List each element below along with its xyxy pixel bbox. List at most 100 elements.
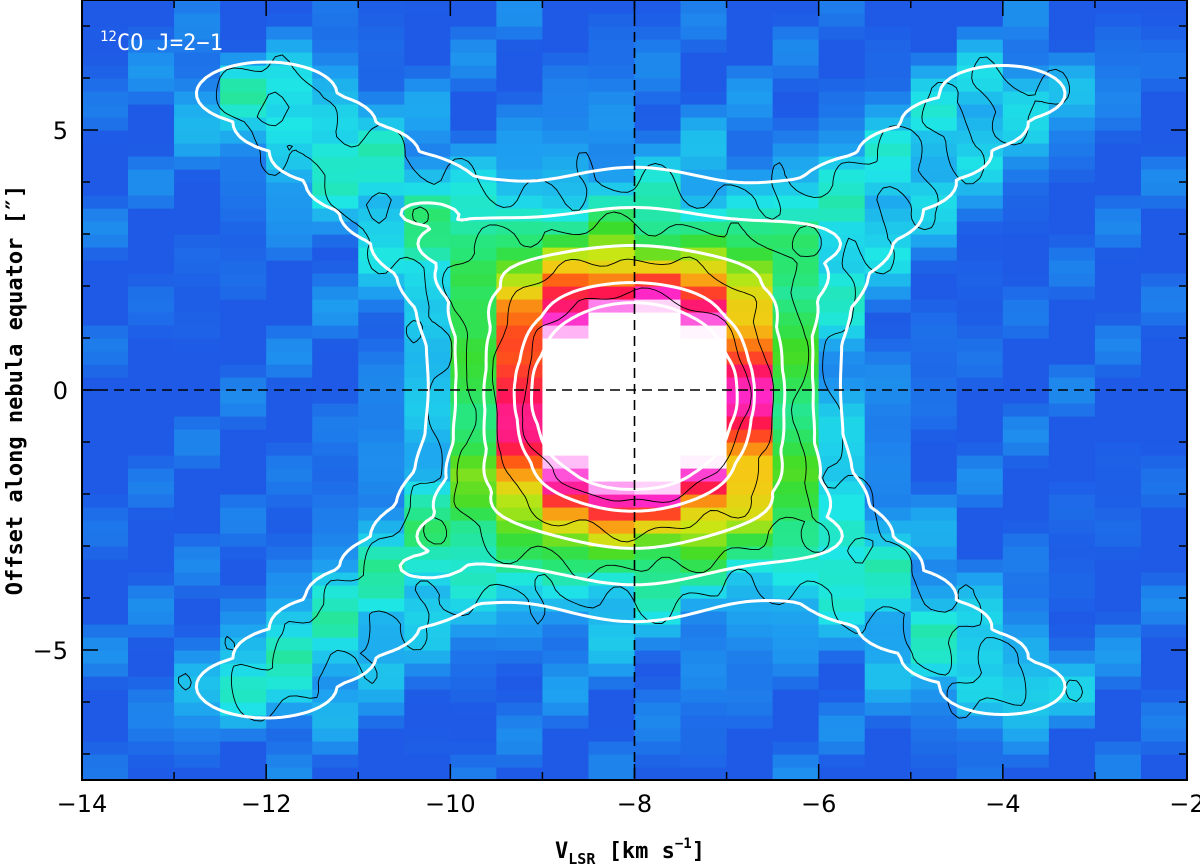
heatmap-cell	[496, 546, 544, 560]
heatmap-cell	[1002, 520, 1050, 534]
heatmap-cell	[1094, 455, 1142, 469]
heatmap-cell	[312, 208, 359, 222]
heatmap-cell	[818, 663, 866, 677]
heatmap-cell	[1048, 260, 1096, 274]
heatmap-cell	[1048, 637, 1096, 651]
heatmap-cell	[772, 130, 820, 144]
heatmap-cell	[864, 416, 912, 430]
heatmap-cell	[220, 377, 267, 391]
heatmap-cell	[818, 507, 866, 521]
heatmap-cell	[588, 403, 636, 417]
heatmap-cell	[818, 559, 866, 573]
heatmap-cell	[726, 689, 774, 703]
heatmap-cell	[634, 13, 682, 27]
heatmap-cell	[496, 494, 544, 508]
heatmap-cell	[312, 520, 359, 534]
heatmap-cell	[772, 455, 820, 469]
heatmap-cell	[1002, 0, 1050, 14]
heatmap-cell	[956, 39, 1004, 53]
heatmap-cell	[1140, 0, 1187, 14]
heatmap-cell	[818, 130, 866, 144]
heatmap-cell	[1094, 559, 1142, 573]
heatmap-cell	[864, 91, 912, 105]
heatmap-cell	[864, 598, 912, 612]
heatmap-cell	[312, 39, 359, 53]
heatmap-cell	[496, 650, 544, 664]
heatmap-cell	[404, 455, 451, 469]
heatmap-cell	[864, 39, 912, 53]
heatmap-cell	[358, 637, 405, 651]
heatmap-cell	[726, 0, 774, 14]
annotation-transition: CO J=2−1	[117, 31, 223, 56]
heatmap-cell	[588, 715, 636, 729]
heatmap-cell	[542, 234, 590, 248]
heatmap-cell	[174, 559, 221, 573]
heatmap-cell	[450, 689, 497, 703]
heatmap-cell	[680, 611, 728, 625]
heatmap-cell	[1140, 572, 1187, 586]
heatmap-cell	[220, 767, 267, 780]
heatmap-cell	[450, 52, 497, 66]
heatmap-cell	[1048, 416, 1096, 430]
heatmap-cell	[1140, 507, 1187, 521]
heatmap-cell	[266, 676, 313, 690]
heatmap-cell	[956, 429, 1004, 443]
heatmap-cell	[956, 52, 1004, 66]
heatmap-cell	[588, 689, 636, 703]
heatmap-cell	[726, 169, 774, 183]
heatmap-cell	[82, 767, 129, 780]
heatmap-cell	[818, 52, 866, 66]
heatmap-cell	[634, 351, 682, 365]
heatmap-cell	[174, 429, 221, 443]
heatmap-cell	[1002, 26, 1050, 40]
heatmap-cell	[1140, 702, 1187, 716]
heatmap-cell	[358, 13, 405, 27]
heatmap-cell	[680, 494, 728, 508]
heatmap-cell	[956, 455, 1004, 469]
heatmap-cell	[312, 351, 359, 365]
heatmap-cell	[220, 78, 267, 92]
heatmap-cell	[312, 767, 359, 780]
heatmap-cell	[864, 65, 912, 79]
heatmap-cell	[1002, 299, 1050, 313]
heatmap-cell	[772, 702, 820, 716]
heatmap-cell	[680, 390, 728, 404]
heatmap-cell	[726, 234, 774, 248]
heatmap-cell	[1140, 286, 1187, 300]
heatmap-cell	[358, 676, 405, 690]
heatmap-cell	[864, 468, 912, 482]
heatmap-cell	[956, 533, 1004, 547]
heatmap-cell	[1094, 754, 1142, 768]
heatmap-cell	[910, 637, 958, 651]
heatmap-cell	[174, 299, 221, 313]
heatmap-cell	[956, 520, 1004, 534]
heatmap-cell	[496, 195, 544, 209]
heatmap-cell	[542, 520, 590, 534]
heatmap-cell	[1048, 429, 1096, 443]
heatmap-cell	[358, 455, 405, 469]
heatmap-cell	[956, 559, 1004, 573]
heatmap-cell	[680, 728, 728, 742]
heatmap-cell	[542, 117, 590, 131]
heatmap-cell	[772, 351, 820, 365]
heatmap-cell	[496, 143, 544, 157]
heatmap-cell	[772, 0, 820, 14]
heatmap-cell	[588, 143, 636, 157]
heatmap-cell	[450, 741, 497, 755]
heatmap-cell	[588, 598, 636, 612]
heatmap-cell	[1002, 351, 1050, 365]
x-tick-label: −10	[425, 790, 476, 818]
heatmap-cell	[266, 741, 313, 755]
heatmap-cell	[128, 364, 175, 378]
heatmap-cell	[542, 143, 590, 157]
heatmap-cell	[266, 195, 313, 209]
heatmap-cell	[266, 611, 313, 625]
heatmap-cell	[1140, 39, 1187, 53]
heatmap-cell	[82, 442, 129, 456]
heatmap-cell	[1002, 195, 1050, 209]
heatmap-cell	[82, 221, 129, 235]
y-tick-label: 5	[53, 117, 68, 145]
heatmap-cell	[1048, 91, 1096, 105]
heatmap-cell	[726, 117, 774, 131]
heatmap-cell	[266, 364, 313, 378]
